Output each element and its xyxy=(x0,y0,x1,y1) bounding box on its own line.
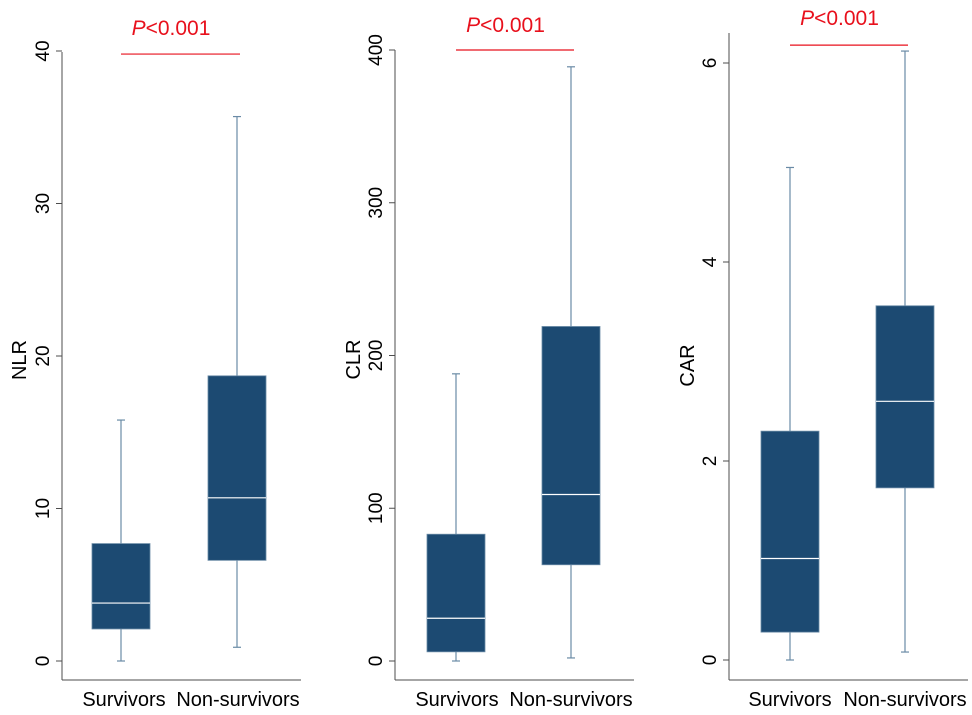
clr-survivors-box xyxy=(426,533,486,653)
nlr-y-tick-label: 10 xyxy=(33,498,54,519)
nlr-non-survivors-box xyxy=(207,375,267,561)
nlr-category-label: Survivors xyxy=(82,689,165,711)
car-y-tick-label: 0 xyxy=(700,655,721,666)
clr-p-value: P<0.001 xyxy=(466,14,545,37)
nlr-y-tick-label: 30 xyxy=(33,193,54,214)
nlr-y-tick-label: 0 xyxy=(33,656,54,667)
clr-category-label: Survivors xyxy=(415,689,498,711)
clr-category-label: Non-survivors xyxy=(509,689,632,711)
nlr-p-value: P<0.001 xyxy=(132,17,211,40)
nlr-survivors-box xyxy=(91,543,151,630)
car-y-tick-label: 6 xyxy=(700,58,721,69)
car-non-survivors-box xyxy=(875,305,935,489)
clr-panel: 0 100 200 300 400 CLR Survivors Non-survivors P<… xyxy=(343,14,634,711)
clr-y-axis-title: CLR xyxy=(343,339,365,379)
car-p-value: P<0.001 xyxy=(800,7,879,30)
clr-y-tick-label: 200 xyxy=(366,340,387,372)
clr-y-tick-label: 100 xyxy=(366,492,387,524)
car-category-label: Non-survivors xyxy=(843,689,966,711)
clr-y-tick-label: 0 xyxy=(366,656,387,667)
nlr-category-label: Non-survivors xyxy=(176,689,299,711)
nlr-y-axis-title: NLR xyxy=(9,340,31,380)
nlr-panel: 0 10 20 30 40 NLR Survivors Non-survivors P<0.00… xyxy=(9,17,301,711)
nlr-y-tick-label: 40 xyxy=(33,40,54,61)
nlr-y-tick-label: 20 xyxy=(33,345,54,366)
clr-y-tick-label: 400 xyxy=(366,34,387,66)
car-panel: 0 2 4 6 CAR Survivors Non-survivors P<0.001 xyxy=(677,7,968,711)
car-category-label: Survivors xyxy=(748,689,831,711)
car-y-tick-label: 2 xyxy=(700,456,721,467)
car-y-tick-label: 4 xyxy=(700,256,721,267)
clr-y-tick-label: 300 xyxy=(366,187,387,219)
car-y-axis-title: CAR xyxy=(677,344,699,386)
car-survivors-box xyxy=(760,430,820,633)
clr-non-survivors-box xyxy=(541,326,601,566)
